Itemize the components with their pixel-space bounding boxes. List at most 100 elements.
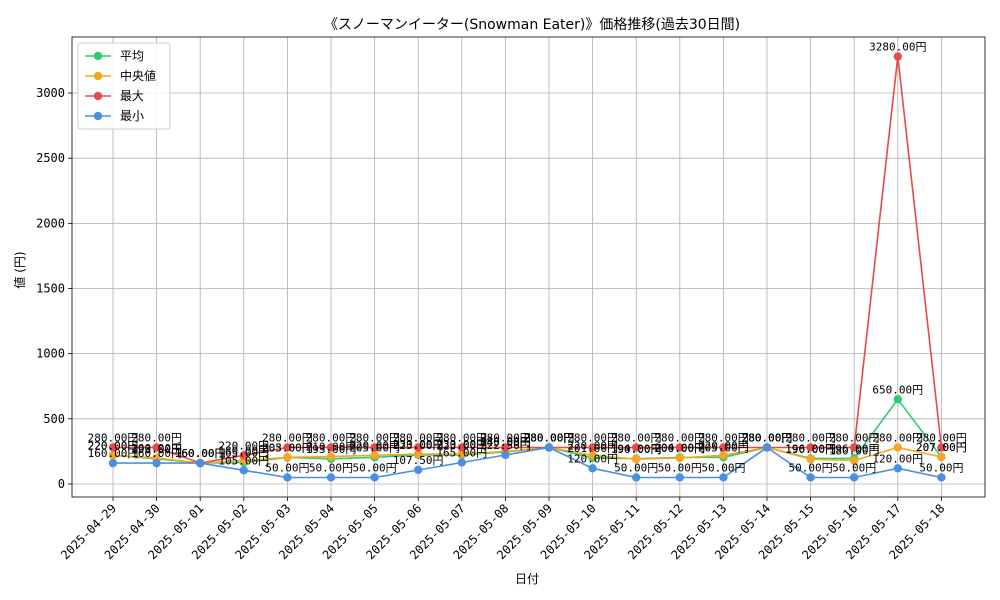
data-point	[326, 473, 336, 482]
data-label: 203.00円	[262, 442, 313, 455]
data-label: 120.00円	[872, 452, 923, 465]
data-label: 223.00円	[393, 439, 444, 452]
data-label: 50.00円	[832, 461, 876, 474]
data-label: 50.00円	[614, 461, 658, 474]
data-label: 220.00円	[88, 439, 139, 452]
data-point	[806, 455, 815, 464]
data-label: 280.00円	[654, 431, 705, 444]
data-point	[588, 464, 597, 473]
data-label: 205.00円	[698, 441, 749, 454]
data-labels: 220.00円193.00円160.00円165.00円203.00円193.0…	[88, 41, 967, 475]
data-point	[370, 473, 379, 482]
data-label: 220.00円	[698, 439, 749, 452]
data-label: 107.50円	[393, 454, 444, 467]
data-point	[893, 395, 902, 404]
data-label: 280.00円	[524, 431, 575, 444]
data-label: 280.00円	[393, 431, 444, 444]
series-line	[112, 446, 942, 464]
data-label: 190.00円	[611, 443, 662, 456]
data-point	[675, 473, 684, 482]
data-label: 50.00円	[919, 461, 963, 474]
data-label: 190.00円	[785, 443, 836, 456]
data-point	[457, 443, 466, 452]
data-label: 280.00円	[829, 431, 880, 444]
series-line	[113, 446, 942, 479]
data-label: 160.00円	[175, 447, 226, 460]
y-tick-label: 500	[43, 412, 65, 426]
data-label: 50.00円	[353, 461, 397, 474]
data-point	[544, 443, 554, 452]
data-point	[937, 452, 946, 462]
data-label: 180.00円	[829, 445, 880, 458]
data-point	[501, 450, 510, 460]
data-label: 50.00円	[658, 461, 702, 474]
y-tick-label: 2500	[36, 151, 65, 165]
y-tick-label: 1000	[36, 347, 65, 361]
data-label: 280.00円	[742, 431, 793, 444]
data-point	[893, 52, 902, 61]
grid	[72, 37, 985, 497]
y-tick-label: 2000	[36, 216, 65, 230]
data-label: 280.00円	[916, 431, 967, 444]
legend-label: 平均	[120, 49, 144, 63]
data-point	[719, 451, 728, 460]
data-label: 223.00円	[436, 439, 487, 452]
data-label: 160.00円	[175, 447, 226, 460]
data-label: 50.00円	[309, 461, 353, 474]
data-label: 165.00円	[218, 446, 269, 459]
data-label: 105.00円	[218, 454, 269, 467]
data-label: 280.00円	[742, 431, 793, 444]
data-label: 205.00円	[262, 441, 313, 454]
data-label: 160.00円	[175, 447, 226, 460]
chart-title: 《スノーマンイーター(Snowman Eater)》価格推移(過去30日間)	[324, 17, 740, 33]
legend-marker	[93, 91, 103, 101]
data-label: 280.00円	[131, 431, 182, 444]
data-label: 220.00円	[218, 439, 269, 452]
data-label: 280.00円	[524, 431, 575, 444]
data-label: 280.00円	[436, 431, 487, 444]
data-label: 201.00円	[567, 442, 618, 455]
data-label: 245.00円	[480, 436, 531, 449]
data-label: 50.00円	[265, 461, 309, 474]
data-point	[326, 443, 336, 452]
data-label: 280.00円	[349, 431, 400, 444]
data-point	[806, 473, 815, 482]
data-label: 196.00円	[829, 442, 880, 455]
data-label: 200.00円	[654, 442, 705, 455]
data-label: 280.00円	[785, 431, 836, 444]
data-point	[326, 452, 336, 461]
data-label: 280.00円	[698, 431, 749, 444]
data-point	[501, 443, 510, 452]
y-axis-title: 値 (円)	[12, 251, 27, 288]
data-point	[893, 464, 902, 473]
data-point	[850, 443, 859, 452]
data-point	[239, 466, 248, 475]
x-axis-title: 日付	[515, 572, 539, 586]
data-point	[283, 443, 292, 452]
data-label: 280.00円	[567, 431, 618, 444]
data-label: 160.00円	[88, 447, 139, 460]
data-label: 3280.00円	[869, 41, 926, 54]
data-label: 207.00円	[916, 441, 967, 454]
y-tick-label: 1500	[36, 282, 65, 296]
legend-label: 最大	[120, 89, 144, 103]
data-label: 193.00円	[131, 443, 182, 456]
data-point	[632, 455, 641, 464]
y-tick-label: 0	[58, 477, 65, 491]
data-point	[414, 465, 423, 475]
legend-box	[77, 42, 171, 130]
axes: 2025-04-292025-04-302025-05-012025-05-02…	[36, 36, 986, 562]
data-label: 50.00円	[701, 461, 745, 474]
data-label: 280.00円	[306, 431, 357, 444]
data-point	[893, 443, 902, 452]
data-point	[937, 443, 946, 452]
data-label: 180.00円	[218, 445, 269, 458]
data-point	[108, 443, 118, 452]
data-label: 210.00円	[306, 441, 357, 454]
data-label: 280.00円	[524, 431, 575, 444]
legend-label: 中央値	[120, 68, 156, 83]
data-label: 222.50円	[480, 439, 531, 452]
data-label: 165.00円	[436, 446, 487, 459]
